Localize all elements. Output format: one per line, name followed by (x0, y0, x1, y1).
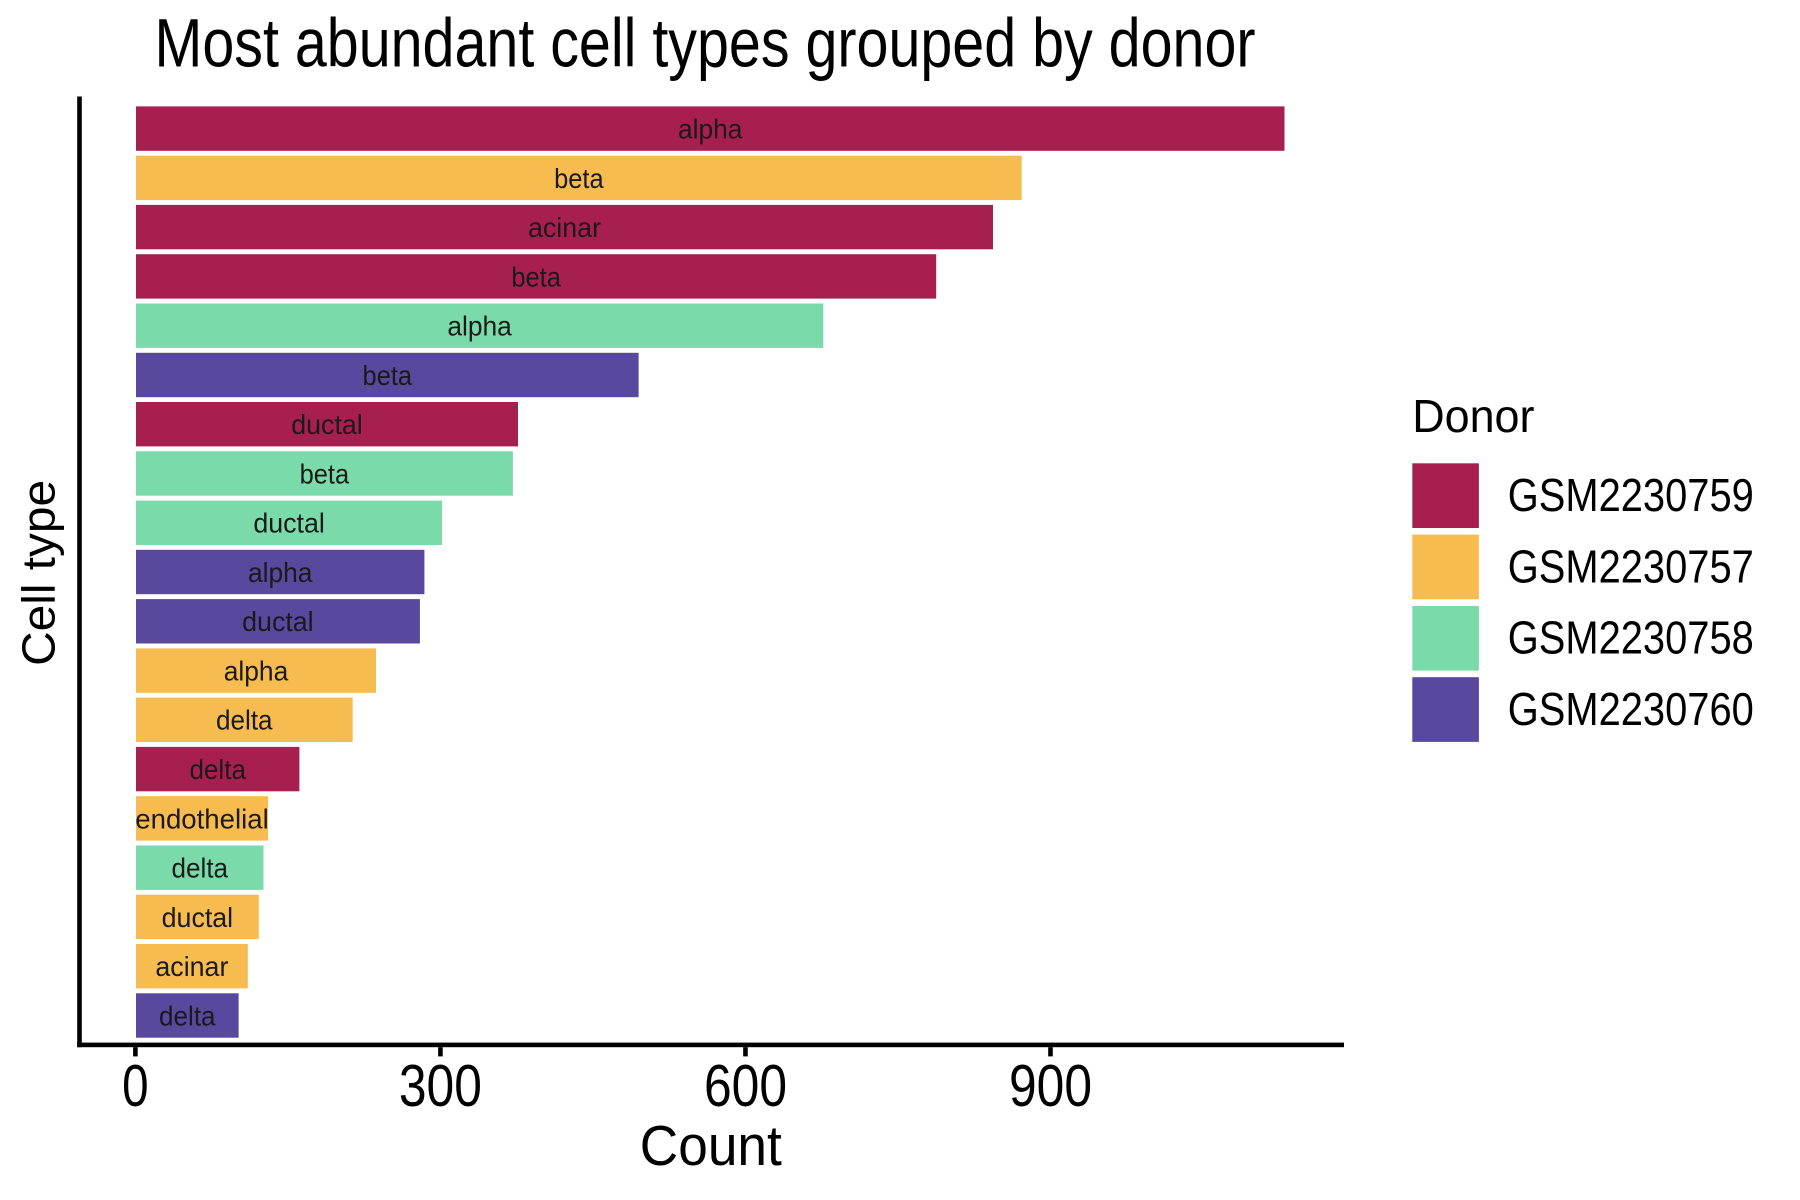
svg-text:endothelial: endothelial (135, 803, 269, 834)
svg-text:ductal: ductal (253, 508, 325, 539)
svg-text:GSM2230758: GSM2230758 (1508, 612, 1754, 664)
svg-text:Cell type: Cell type (13, 480, 65, 666)
svg-text:acinar: acinar (155, 951, 228, 982)
svg-text:GSM2230759: GSM2230759 (1508, 469, 1754, 521)
svg-text:GSM2230760: GSM2230760 (1508, 683, 1754, 735)
svg-text:delta: delta (172, 853, 229, 884)
svg-text:ductal: ductal (162, 902, 234, 933)
svg-text:beta: beta (300, 458, 350, 489)
svg-text:delta: delta (216, 705, 273, 736)
svg-text:alpha: alpha (447, 311, 512, 342)
svg-text:alpha: alpha (248, 557, 313, 588)
svg-text:0: 0 (122, 1053, 149, 1119)
svg-text:alpha: alpha (224, 656, 289, 687)
svg-text:ductal: ductal (291, 409, 363, 440)
svg-text:delta: delta (189, 754, 246, 785)
svg-text:delta: delta (159, 1000, 216, 1031)
svg-text:alpha: alpha (678, 114, 743, 145)
svg-text:ductal: ductal (242, 606, 314, 637)
svg-text:600: 600 (704, 1053, 787, 1119)
svg-text:900: 900 (1009, 1053, 1092, 1119)
svg-text:beta: beta (511, 261, 561, 292)
svg-text:Most abundant cell types group: Most abundant cell types grouped by dono… (155, 5, 1256, 82)
svg-text:Donor: Donor (1412, 390, 1534, 442)
svg-text:acinar: acinar (528, 212, 601, 243)
svg-text:Count: Count (640, 1114, 782, 1177)
svg-text:beta: beta (554, 163, 604, 194)
svg-text:300: 300 (399, 1053, 482, 1119)
svg-text:GSM2230757: GSM2230757 (1508, 540, 1754, 592)
svg-text:beta: beta (363, 360, 413, 391)
